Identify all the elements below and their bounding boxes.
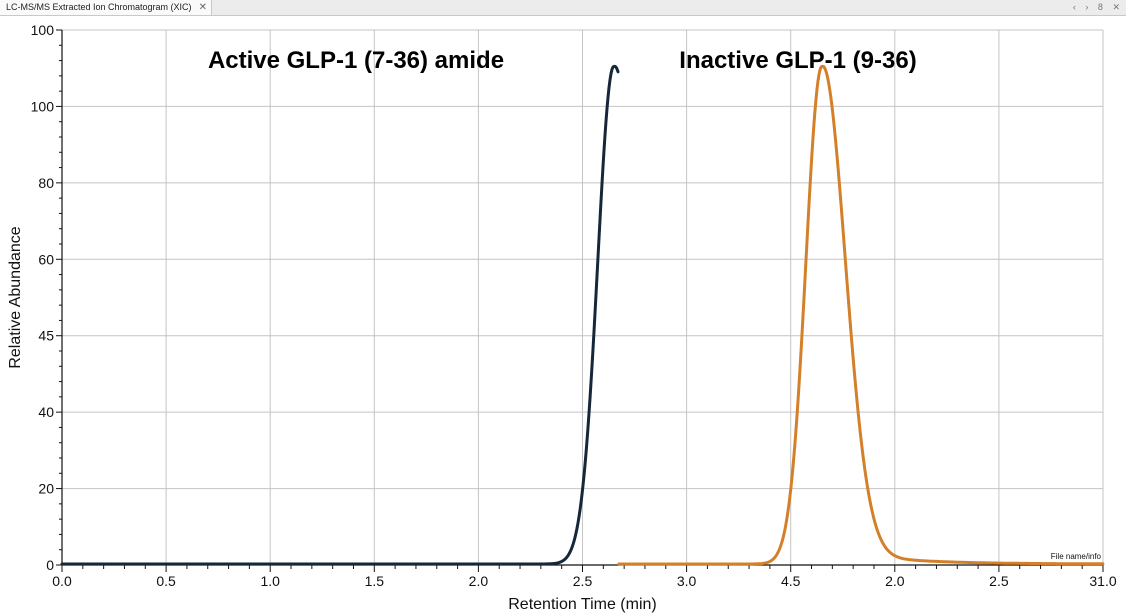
close-icon[interactable]: ✕ <box>198 2 207 13</box>
grid-lines <box>62 29 1104 565</box>
peak-annotation-active: Active GLP-1 (7-36) amide <box>208 47 504 74</box>
x-tick-label: 31.0 <box>1089 573 1116 589</box>
labels: 0.0 0.5 1.0 1.5 2.0 2.5 3.0 4.5 2.0 2.5 31.0 0 20 40 4… <box>7 22 1117 613</box>
y-tick-label: 100 <box>31 98 55 114</box>
x-tick-label: 0.0 <box>52 573 72 589</box>
y-tick-label: 80 <box>38 175 54 191</box>
y-tick-label: 40 <box>38 404 54 420</box>
x-tick-label: 4.5 <box>781 573 801 589</box>
y-tick-label: 20 <box>38 481 54 497</box>
tab-xic[interactable]: LC-MS/MS Extracted Ion Chromatogram (XIC… <box>0 0 212 15</box>
series-lines <box>60 64 1105 566</box>
pin-icon[interactable]: 8 <box>1097 2 1103 12</box>
close-window-icon[interactable]: ✕ <box>1112 2 1120 12</box>
x-tick-label: 2.0 <box>885 573 905 589</box>
peak-annotation-inactive: Inactive GLP-1 (9-36) <box>679 47 916 74</box>
chevron-right-icon[interactable]: › <box>1085 2 1089 12</box>
y-tick-label: 0 <box>46 557 54 573</box>
x-tick-label: 2.0 <box>469 573 489 589</box>
y-tick-label: 60 <box>38 251 54 267</box>
x-tick-label: 2.5 <box>573 573 593 589</box>
x-tick-label: 1.5 <box>365 573 385 589</box>
x-tick-label: 3.0 <box>677 573 697 589</box>
series-line-active <box>60 64 620 566</box>
chromatogram-chart: 0.0 0.5 1.0 1.5 2.0 2.5 3.0 4.5 2.0 2.5 31.0 0 20 40 4… <box>7 22 1117 613</box>
x-axis-title: Retention Time (min) <box>508 596 657 613</box>
tab-title: LC-MS/MS Extracted Ion Chromatogram (XIC… <box>6 2 192 12</box>
axes <box>56 29 1104 572</box>
x-tick-label: 2.5 <box>989 573 1009 589</box>
x-tick-label: 1.0 <box>260 573 280 589</box>
chevron-left-icon[interactable]: ‹ <box>1072 2 1076 12</box>
y-tick-label: 45 <box>38 328 54 344</box>
y-tick-label: 100 <box>31 22 55 38</box>
tab-bar: LC-MS/MS Extracted Ion Chromatogram (XIC… <box>0 0 1126 16</box>
x-tick-label: 0.5 <box>156 573 176 589</box>
y-axis-title: Relative Abundance <box>7 226 24 368</box>
window-controls: ‹ › 8 ✕ <box>1066 0 1120 15</box>
series-line-inactive <box>617 64 1105 566</box>
file-info-label: File name/info <box>1051 552 1102 561</box>
